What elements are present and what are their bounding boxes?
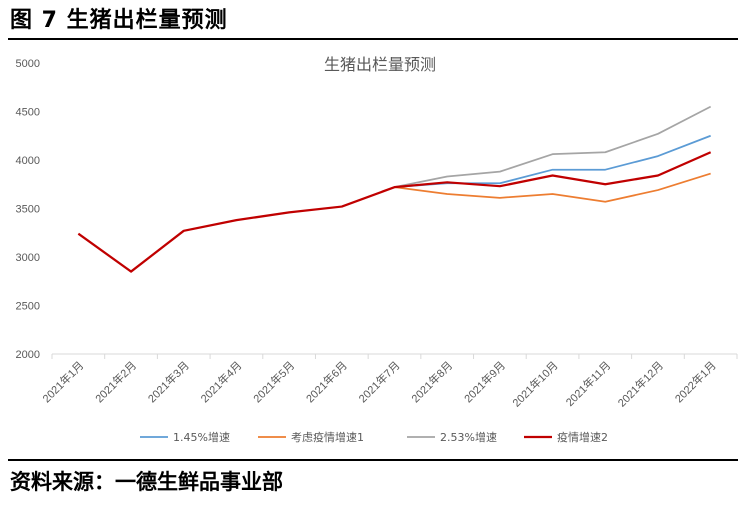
x-tick-label: 2021年1月 (39, 358, 86, 405)
source-note: 资料来源：一德生鲜品事业部 (10, 470, 283, 494)
x-tick-label: 2021年3月 (145, 358, 192, 405)
y-tick-label: 2500 (16, 301, 40, 313)
x-tick-label: 2021年5月 (250, 358, 297, 405)
figure-title: 图 7 生猪出栏量预测 (10, 8, 228, 33)
y-axis-ticks: 2000 2500 3000 3500 4000 4500 5000 (16, 58, 40, 361)
chart-title: 生猪出栏量预测 (324, 55, 436, 74)
y-tick-label: 2000 (16, 349, 40, 361)
legend-label-1: 1.45%增速 (173, 430, 230, 444)
legend: 1.45%增速 考虑疫情增速1 2.53%增速 疫情增速2 (140, 430, 608, 444)
x-tick-label: 2021年6月 (303, 358, 350, 405)
legend-label-2: 考虑疫情增速1 (291, 430, 364, 444)
x-tick-label: 2021年2月 (92, 358, 139, 405)
x-tick-label: 2021年11月 (563, 358, 614, 409)
legend-label-3: 2.53%增速 (440, 430, 497, 444)
line-chart: 生猪出栏量预测 2000 2500 3000 3500 4000 4500 5000 202… (16, 55, 738, 444)
legend-label-4: 疫情增速2 (557, 430, 608, 444)
x-tick-label: 2021年7月 (356, 358, 403, 405)
x-tick-label: 2021年10月 (509, 358, 560, 409)
series-line-1 (394, 134, 711, 189)
x-tick-label: 2021年9月 (461, 358, 508, 405)
x-tick-label: 2022年1月 (672, 358, 719, 405)
y-tick-label: 4000 (16, 155, 40, 167)
series-line-4 (77, 151, 712, 273)
series-lines (77, 105, 712, 273)
top-rule (8, 38, 738, 40)
x-tick-label: 2021年4月 (197, 358, 244, 405)
bottom-rule (8, 459, 738, 461)
y-tick-label: 3000 (16, 252, 40, 264)
series-line-2 (394, 172, 711, 203)
x-axis-ticks: 2021年1月 2021年2月 2021年3月 2021年4月 2021年5月 2021年… (39, 354, 738, 410)
x-tick-label: 2021年12月 (615, 358, 666, 409)
series-line-3 (394, 105, 712, 189)
y-tick-label: 4500 (16, 107, 40, 119)
y-tick-label: 3500 (16, 204, 40, 216)
x-tick-label: 2021年8月 (408, 358, 455, 405)
y-tick-label: 5000 (16, 58, 40, 70)
